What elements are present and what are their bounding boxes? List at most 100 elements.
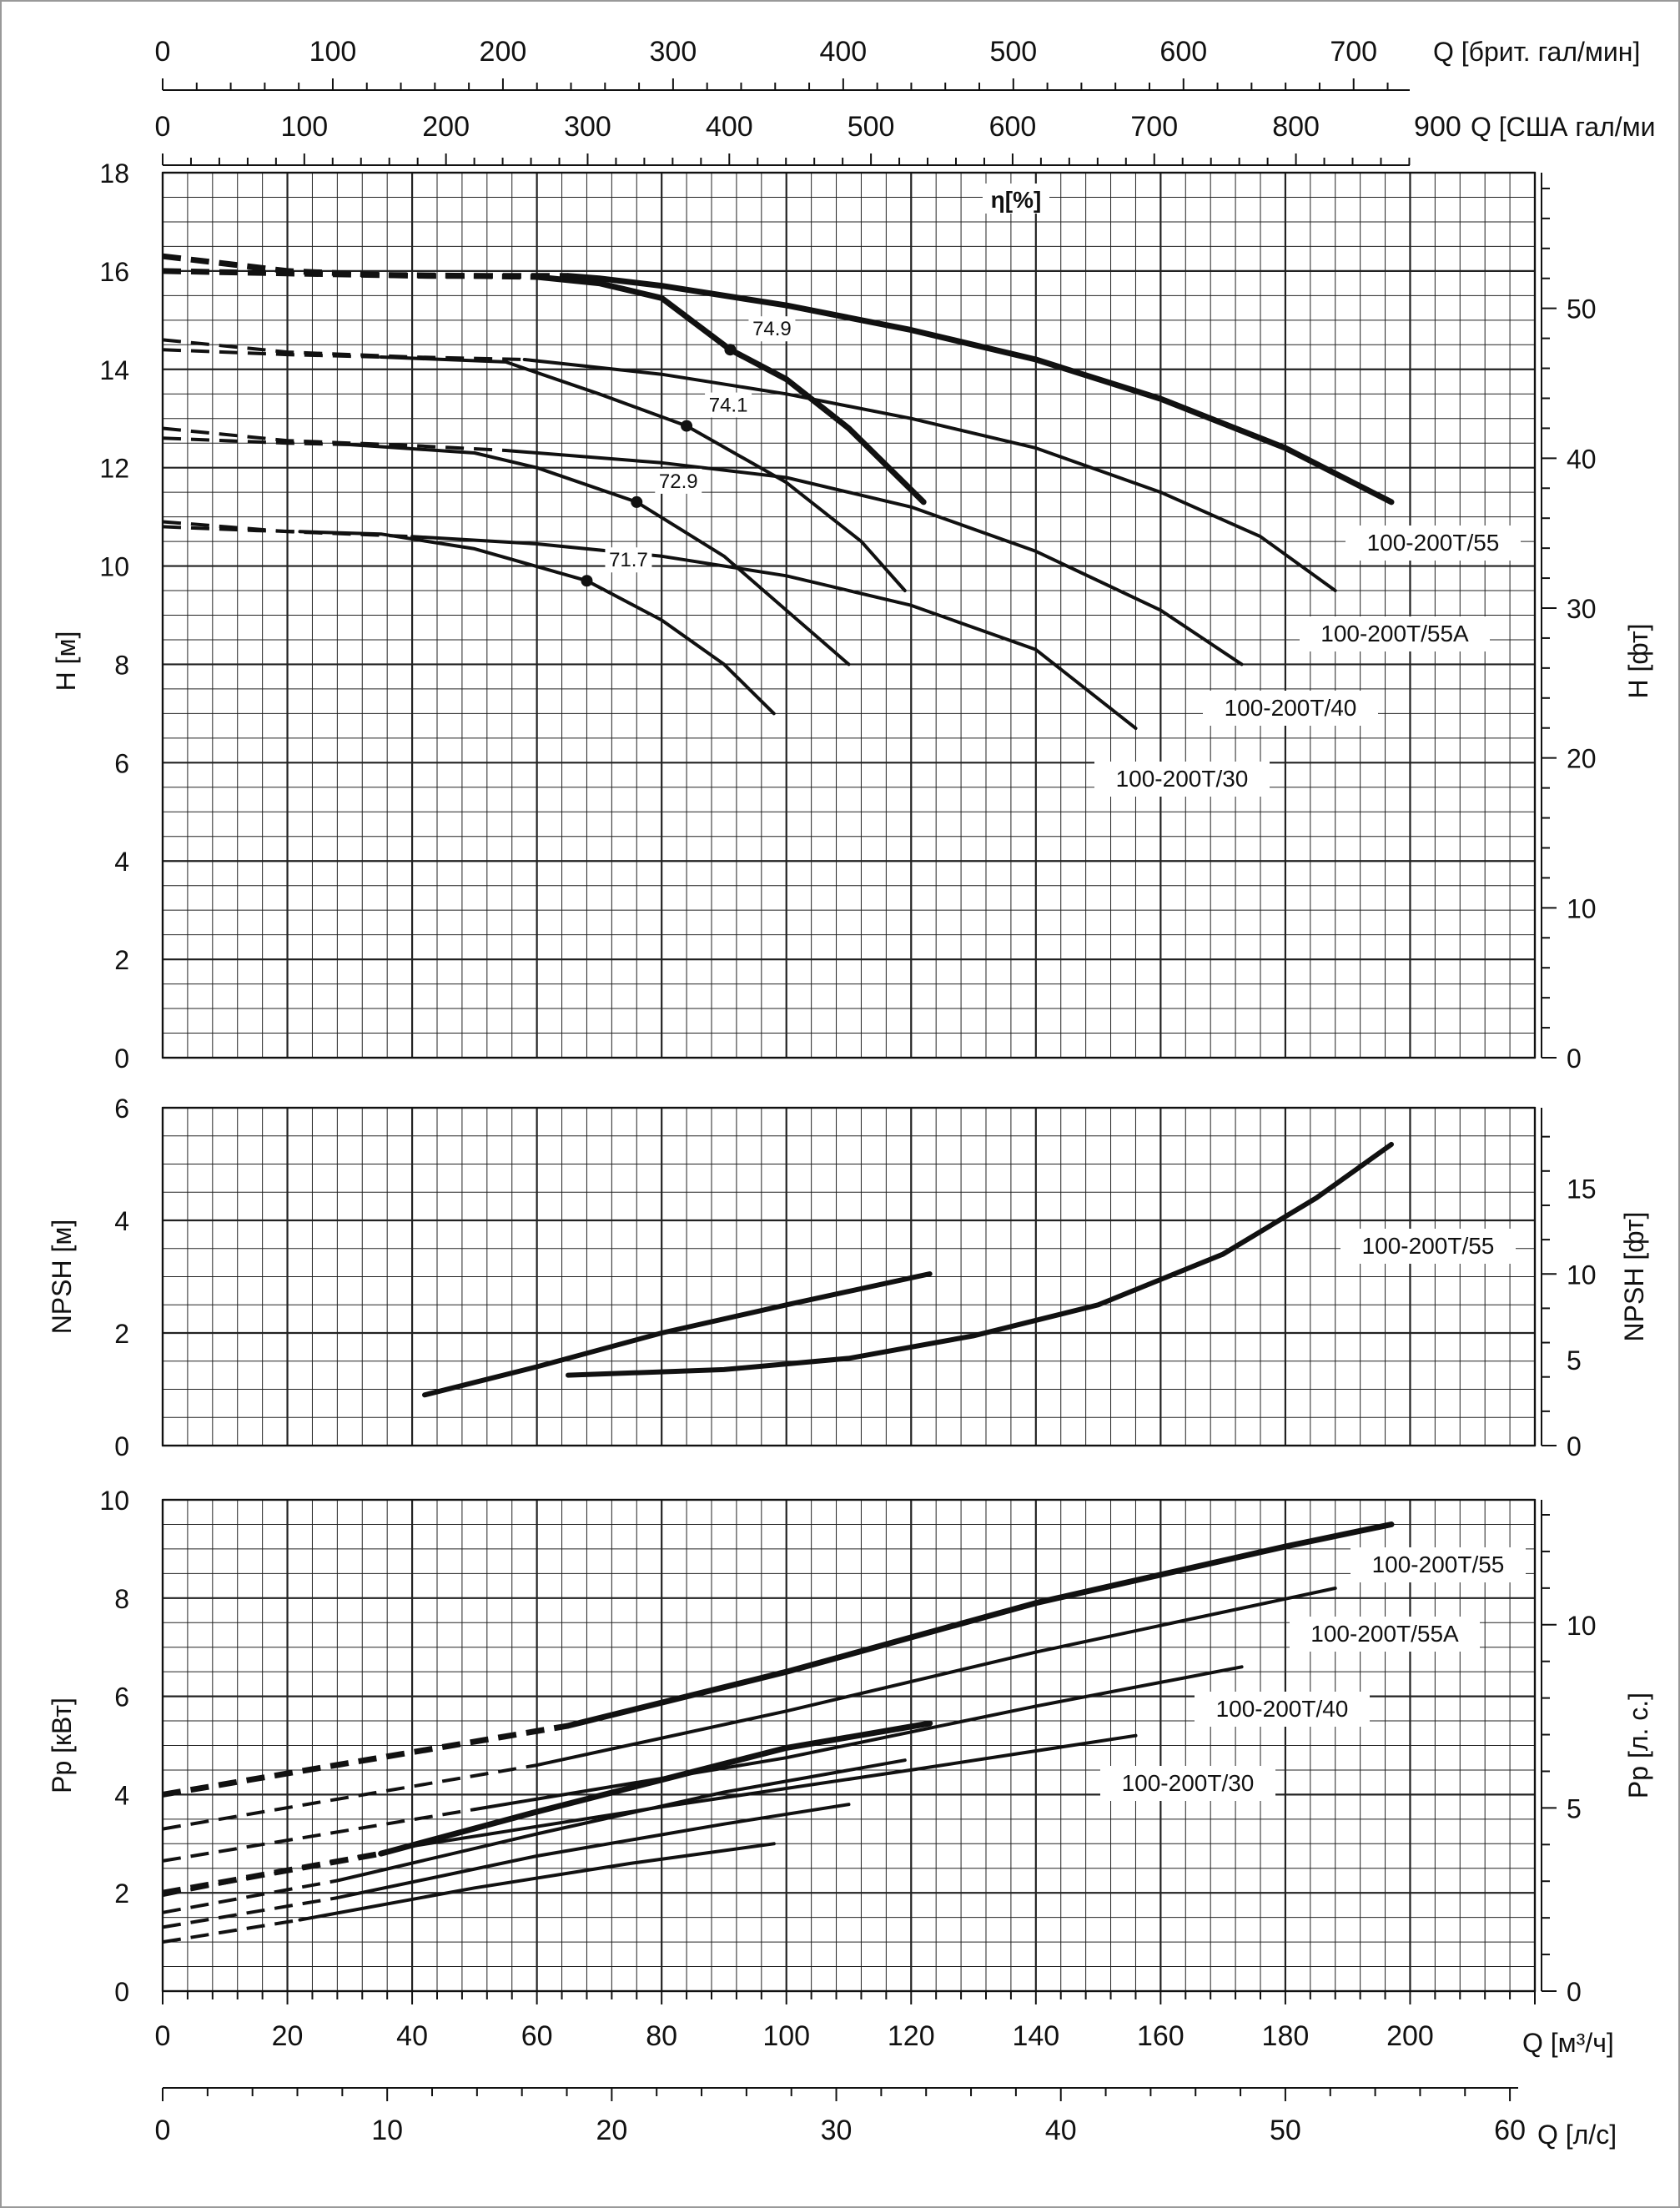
us-gpm-tick-label: 900: [1414, 111, 1461, 143]
uk-gpm-tick-label: 700: [1330, 36, 1377, 68]
efficiency-label-bg: [655, 468, 702, 494]
m3h-tick-label: 160: [1137, 2020, 1185, 2052]
head-ytick-label: 6: [114, 748, 129, 778]
ls-tick-label: 30: [821, 2115, 853, 2146]
efficiency-label-bg: [705, 392, 752, 418]
us-gpm-tick-label: 800: [1272, 111, 1320, 143]
npsh-curve-label: 100-200T/55: [1362, 1233, 1495, 1259]
head-right-tick-label: 50: [1567, 294, 1597, 324]
m3h-tick-label: 20: [272, 2020, 304, 2052]
npsh-ylabel: NPSH [м]: [47, 1220, 77, 1335]
ls-tick-label: 10: [371, 2115, 403, 2146]
head-curve: [522, 358, 1337, 592]
efficiency-point: [681, 420, 693, 432]
uk-gpm-label: Q [брит. гал/мин]: [1433, 37, 1640, 67]
efficiency-label: 74.9: [752, 318, 792, 340]
power-ytick-label: 4: [114, 1780, 129, 1810]
npsh-right-tick-label: 15: [1567, 1174, 1597, 1204]
us-gpm-tick-label: 700: [1130, 111, 1178, 143]
us-gpm-tick-label: 300: [564, 111, 611, 143]
efficiency-label: 71.7: [609, 549, 648, 571]
power-curve-label: 100-200T/55A: [1310, 1621, 1459, 1647]
us-gpm-tick-label: 500: [848, 111, 895, 143]
ls-tick-label: 20: [596, 2115, 627, 2146]
efficiency-header: η[%]: [991, 187, 1042, 213]
efficiency-header-bg: [983, 184, 1049, 214]
npsh-right-axis: [1541, 1108, 1557, 1446]
efficiency-label: 72.9: [659, 470, 698, 493]
head-ytick-label: 14: [99, 355, 129, 385]
uk-gpm-tick-label: 400: [819, 36, 867, 68]
ls-tick-label: 60: [1494, 2115, 1526, 2146]
head-ytick-label: 12: [99, 454, 129, 484]
ls-axis: [162, 2087, 1518, 2101]
efficiency-point: [724, 344, 737, 356]
ls-tick-label: 40: [1045, 2115, 1077, 2146]
power-right-tick-label: 10: [1567, 1611, 1597, 1641]
power-curve-dashed: [162, 1879, 338, 1914]
m3h-tick-label: 120: [888, 2020, 935, 2052]
head-curve-label-bg: [1094, 762, 1270, 797]
ls-label: Q [л/с]: [1537, 2120, 1617, 2150]
head-curve-dashed: [162, 525, 300, 534]
head-right-axis: [1541, 173, 1557, 1059]
power-ytick-label: 10: [99, 1486, 129, 1516]
head-right-tick-label: 40: [1567, 444, 1597, 474]
power-curve-dashed: [162, 1850, 382, 1896]
m3h-tick-label: 100: [762, 2020, 810, 2052]
head-ytick-label: 18: [99, 158, 129, 189]
efficiency-label: 74.1: [709, 395, 748, 417]
npsh-right-tick-label: 10: [1567, 1260, 1597, 1290]
power-curve: [335, 1803, 851, 1900]
head-curve-label: 100-200T/55A: [1320, 621, 1469, 646]
power-ytick-label: 0: [114, 1977, 129, 2007]
efficiency-point: [631, 495, 643, 508]
head-curve-label: 100-200T/55: [1367, 530, 1500, 556]
power-curve-dashed: [162, 1918, 300, 1944]
npsh-right-tick-label: 0: [1567, 1431, 1582, 1461]
us-gpm-label: Q [США гал/ми: [1471, 112, 1656, 142]
us-gpm-tick-label: 600: [989, 111, 1037, 143]
head-right-tick-label: 30: [1567, 594, 1597, 624]
head-curve-label-bg: [1203, 691, 1378, 726]
power-ylabel: Pp [кВт]: [47, 1697, 77, 1793]
head-curve: [504, 449, 1244, 666]
m3h-tick-label: 0: [155, 2020, 171, 2052]
head-curve: [565, 273, 1395, 505]
power-ytick-label: 8: [114, 1584, 129, 1614]
power-ylabel-right: Pp [л. с.]: [1623, 1692, 1653, 1798]
m3h-tick-label: 60: [521, 2020, 553, 2052]
head-ytick-label: 4: [114, 847, 129, 877]
npsh-ytick-label: 6: [114, 1094, 129, 1124]
power-curve-label-bg: [1290, 1617, 1480, 1652]
power-curve-dashed: [162, 1896, 338, 1929]
power-curve-label: 100-200T/40: [1216, 1696, 1349, 1722]
power-curve-label: 100-200T/55: [1372, 1552, 1505, 1577]
npsh-right-tick-label: 5: [1567, 1345, 1582, 1376]
npsh-ytick-label: 2: [114, 1319, 129, 1349]
power-curve: [378, 1720, 933, 1857]
npsh-grid: [161, 1106, 1537, 1447]
uk-gpm-tick-label: 300: [650, 36, 697, 68]
us-gpm-tick-label: 0: [155, 111, 171, 143]
m3h-tick-label: 140: [1012, 2020, 1059, 2052]
power-curve: [298, 1842, 776, 1922]
head-curve-dashed: [162, 268, 568, 279]
power-curve-label: 100-200T/30: [1122, 1770, 1255, 1796]
npsh-ytick-label: 0: [114, 1431, 129, 1461]
head-ytick-label: 0: [114, 1044, 129, 1074]
us-gpm-axis: [162, 153, 1411, 166]
m3h-axis: [162, 1991, 1536, 2004]
power-curve-dashed: [162, 1808, 475, 1863]
ls-tick-label: 0: [155, 2115, 171, 2146]
m3h-tick-label: 80: [646, 2020, 677, 2052]
npsh-ytick-label: 4: [114, 1206, 129, 1236]
ls-tick-label: 50: [1270, 2115, 1301, 2146]
m3h-tick-label: 200: [1386, 2020, 1434, 2052]
power-curve: [472, 1665, 1244, 1812]
head-curve-label-bg: [1346, 526, 1521, 561]
power-frame: [161, 1498, 1537, 1993]
head-curve-dashed: [162, 253, 537, 280]
power-ytick-label: 2: [114, 1879, 129, 1909]
